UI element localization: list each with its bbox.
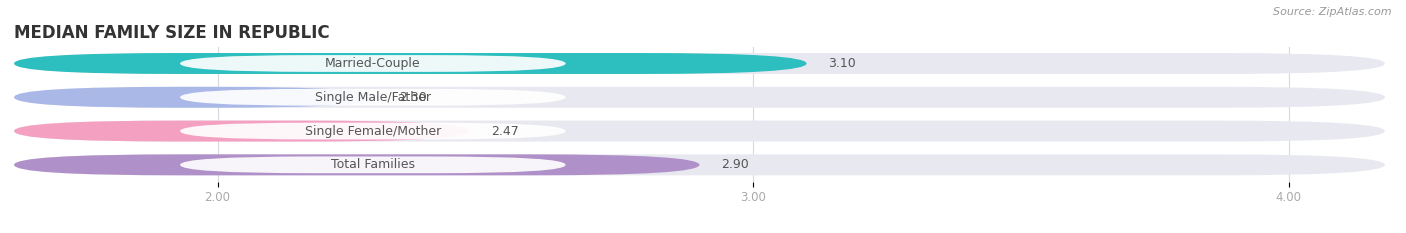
Text: Source: ZipAtlas.com: Source: ZipAtlas.com <box>1274 7 1392 17</box>
Text: MEDIAN FAMILY SIZE IN REPUBLIC: MEDIAN FAMILY SIZE IN REPUBLIC <box>14 24 329 42</box>
FancyBboxPatch shape <box>14 53 807 74</box>
FancyBboxPatch shape <box>180 123 565 139</box>
Text: Married-Couple: Married-Couple <box>325 57 420 70</box>
Text: 3.10: 3.10 <box>828 57 856 70</box>
Text: Total Families: Total Families <box>330 158 415 171</box>
FancyBboxPatch shape <box>180 89 565 106</box>
FancyBboxPatch shape <box>14 121 1385 141</box>
FancyBboxPatch shape <box>14 87 1385 108</box>
FancyBboxPatch shape <box>14 53 1385 74</box>
FancyBboxPatch shape <box>14 121 470 141</box>
FancyBboxPatch shape <box>14 154 1385 175</box>
Text: Single Female/Mother: Single Female/Mother <box>305 125 441 137</box>
Text: 2.90: 2.90 <box>721 158 748 171</box>
Text: 2.47: 2.47 <box>491 125 519 137</box>
FancyBboxPatch shape <box>14 154 699 175</box>
Text: 2.30: 2.30 <box>399 91 427 104</box>
FancyBboxPatch shape <box>180 157 565 173</box>
Text: Single Male/Father: Single Male/Father <box>315 91 430 104</box>
FancyBboxPatch shape <box>14 87 378 108</box>
FancyBboxPatch shape <box>180 55 565 72</box>
